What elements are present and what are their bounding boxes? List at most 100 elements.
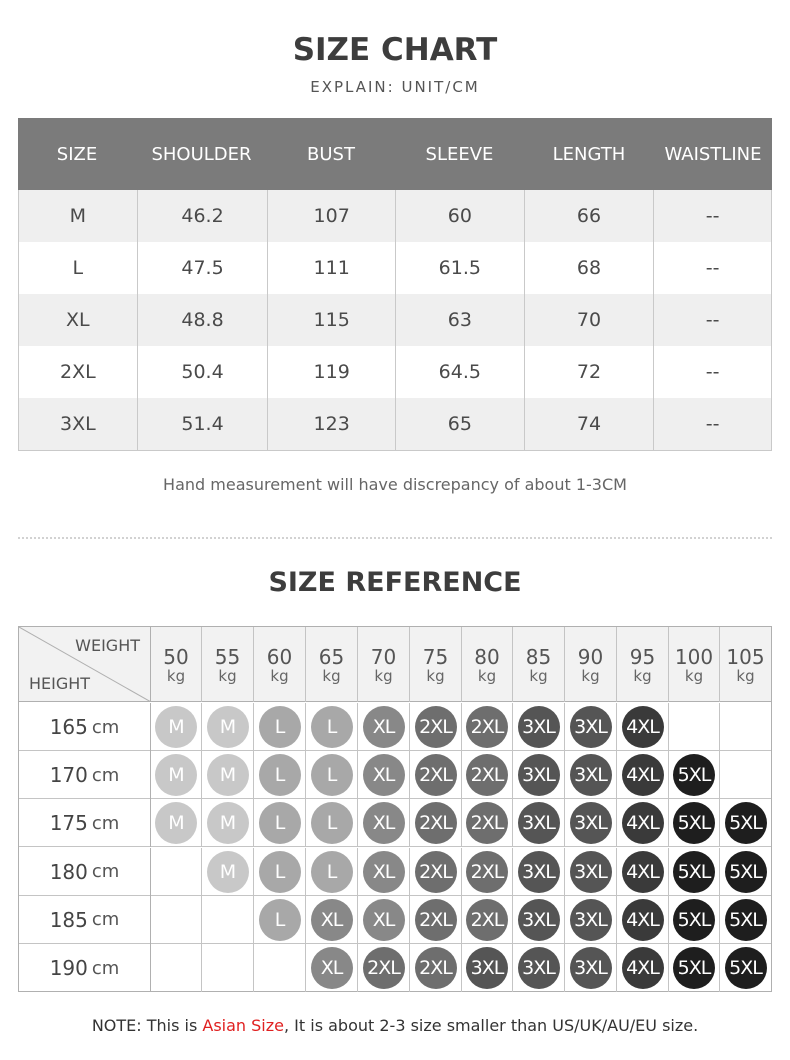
size-badge: L bbox=[310, 802, 353, 845]
size-grid-cell: L bbox=[306, 751, 358, 800]
size-grid-cell: 2XL bbox=[462, 895, 513, 944]
size-badge: XL bbox=[362, 850, 405, 893]
size-badge: 5XL bbox=[673, 947, 715, 989]
size-grid-cell: 5XL bbox=[720, 896, 771, 944]
size-grid-cell: M bbox=[202, 799, 254, 848]
weight-value: 75 bbox=[422, 645, 449, 669]
size-badge: 4XL bbox=[621, 850, 664, 893]
size-grid-cell: L bbox=[254, 799, 306, 848]
note-prefix: NOTE: This is bbox=[91, 1016, 203, 1035]
size-badge: M bbox=[206, 802, 249, 845]
size-chart-row: 3XL 51.4 123 65 74 -- bbox=[19, 398, 771, 450]
size-grid-cell: 2XL bbox=[462, 847, 513, 896]
size-grid-cell bbox=[151, 944, 202, 992]
size-grid-cell: M bbox=[151, 751, 202, 800]
measurement-cell: -- bbox=[653, 294, 771, 346]
size-badge: 3XL bbox=[569, 850, 612, 893]
size-grid-cell: M bbox=[202, 847, 254, 896]
size-cell: M bbox=[69, 205, 87, 227]
size-grid-cell: L bbox=[306, 799, 358, 848]
size-badge: 5XL bbox=[673, 898, 715, 941]
size-grid-cell: 2XL bbox=[410, 895, 462, 944]
height-label: HEIGHT bbox=[29, 674, 91, 693]
size-grid-cell: 2XL bbox=[410, 703, 462, 751]
weight-unit: kg bbox=[322, 667, 341, 685]
height-value: 190 bbox=[49, 956, 88, 980]
weight-unit: kg bbox=[736, 667, 755, 685]
size-grid-cell: 5XL bbox=[669, 799, 720, 848]
size-grid-cell: XL bbox=[358, 847, 410, 896]
size-badge: L bbox=[258, 850, 301, 893]
size-badge: L bbox=[310, 706, 353, 748]
weight-value: 65 bbox=[318, 645, 345, 669]
size-chart-subtitle: EXPLAIN: UNIT/CM bbox=[310, 78, 480, 96]
size-badge: L bbox=[258, 898, 301, 941]
size-badge: 3XL bbox=[569, 898, 612, 941]
size-badge: L bbox=[310, 754, 353, 797]
measurement-cell: 61.5 bbox=[395, 242, 524, 294]
height-value: 165 bbox=[49, 715, 88, 739]
size-badge: 4XL bbox=[621, 706, 664, 748]
size-cell: L bbox=[72, 257, 84, 279]
weight-unit: kg bbox=[633, 667, 652, 685]
size-badge: XL bbox=[362, 754, 405, 797]
height-cell: 165 cm bbox=[19, 703, 151, 751]
size-chart-title: SIZE CHART bbox=[292, 32, 498, 68]
size-badge: 4XL bbox=[621, 947, 664, 989]
weight-column-header: 100 kg bbox=[669, 627, 720, 702]
size-grid-cell bbox=[254, 944, 306, 992]
size-badge: 3XL bbox=[517, 898, 560, 941]
size-grid-cell: 5XL bbox=[720, 799, 771, 847]
size-badge: 5XL bbox=[724, 850, 767, 893]
measurement-cell: 119 bbox=[267, 346, 395, 398]
size-badge: 3XL bbox=[517, 802, 560, 845]
size-badge: 5XL bbox=[724, 802, 767, 845]
size-badge: 3XL bbox=[517, 947, 560, 989]
weight-column-header: 105 kg bbox=[720, 627, 771, 702]
measurement-cell: 64.5 bbox=[395, 346, 524, 398]
size-grid-cell bbox=[669, 703, 720, 751]
measurement-cell: 63 bbox=[395, 294, 524, 346]
size-badge: 2XL bbox=[414, 898, 457, 941]
weight-unit: kg bbox=[684, 667, 704, 685]
measurement-cell: 115 bbox=[267, 294, 395, 346]
measurement-cell: -- bbox=[653, 346, 771, 398]
column-header: WAISTLINE bbox=[664, 143, 762, 165]
size-badge: 3XL bbox=[517, 754, 560, 797]
size-grid-cell: M bbox=[151, 703, 202, 751]
weight-header-row: WEIGHT HEIGHT 50 kg 55 kg 60 kg 65 kg 70 kg 75 kg 80… bbox=[19, 627, 771, 702]
size-grid-cell: 3XL bbox=[565, 847, 617, 896]
weight-column-header: 75 kg bbox=[410, 627, 462, 702]
size-chart-header-row: SIZE SHOULDER BUST SLEEVE LENGTH WAISTLI… bbox=[18, 118, 772, 190]
size-badge: L bbox=[258, 754, 301, 797]
height-value: 185 bbox=[49, 907, 88, 932]
size-grid-cell: M bbox=[202, 751, 254, 800]
size-grid-cell: XL bbox=[358, 751, 410, 800]
size-grid-cell: 3XL bbox=[565, 944, 617, 992]
height-unit: cm bbox=[91, 957, 120, 979]
size-grid-cell: 5XL bbox=[669, 847, 720, 896]
measurement-cell: 68 bbox=[523, 242, 654, 294]
size-grid-cell: M bbox=[151, 799, 202, 848]
size-badge: 4XL bbox=[621, 802, 664, 845]
height-value: 170 bbox=[49, 763, 88, 788]
measurement-cell: 111 bbox=[267, 242, 395, 294]
size-badge: 2XL bbox=[466, 754, 508, 797]
note-highlight: Asian Size bbox=[202, 1016, 284, 1035]
size-chart-row: 2XL 50.4 119 64.5 72 -- bbox=[19, 346, 771, 398]
size-grid-cell: 3XL bbox=[513, 944, 565, 992]
size-badge: M bbox=[155, 802, 197, 845]
size-grid-cell: 3XL bbox=[513, 895, 565, 944]
size-chart-row: L 47.5 111 61.5 68 -- bbox=[19, 242, 771, 294]
size-grid-cell: 2XL bbox=[410, 847, 462, 896]
size-badge: 3XL bbox=[466, 947, 508, 989]
size-grid-cell: L bbox=[254, 895, 306, 944]
weight-column-header: 80 kg bbox=[462, 627, 513, 702]
size-grid-cell: L bbox=[306, 703, 358, 751]
weight-value: 100 bbox=[674, 645, 714, 669]
weight-unit: kg bbox=[581, 667, 600, 685]
size-chart-row: M 46.2 107 60 66 -- bbox=[19, 190, 771, 242]
measurement-cell: -- bbox=[653, 242, 771, 294]
size-grid-cell: M bbox=[202, 703, 254, 751]
size-grid-cell: 5XL bbox=[669, 895, 720, 944]
